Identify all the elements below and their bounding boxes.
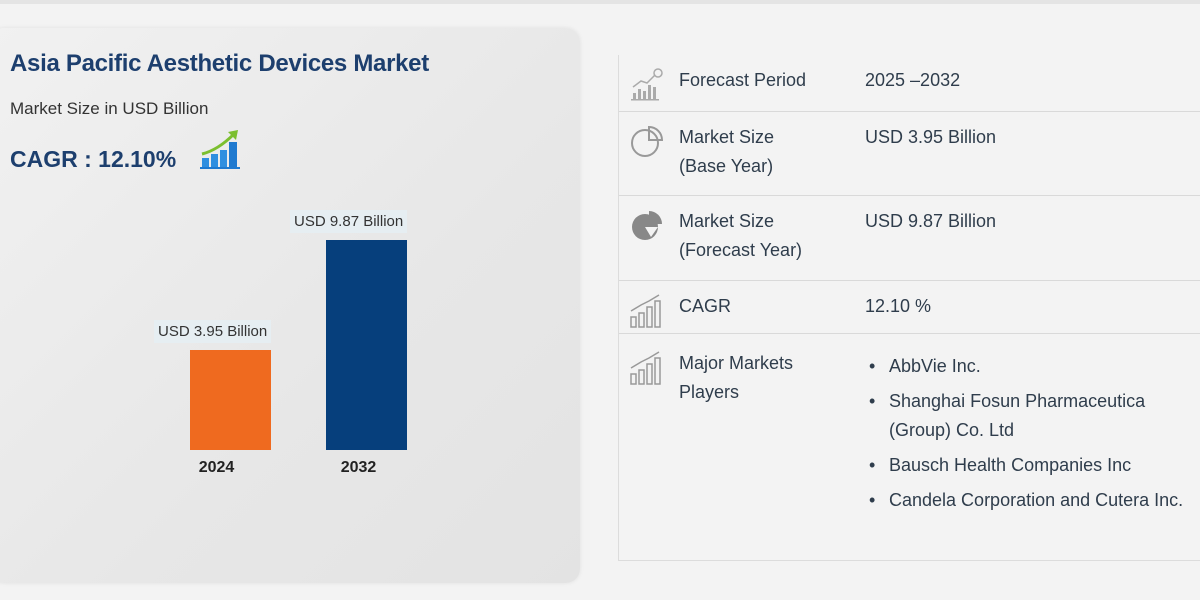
x-tick-2032: 2032 <box>340 459 377 476</box>
row-label-line2: (Base Year) <box>679 156 774 176</box>
bar-growth-icon <box>630 351 661 385</box>
bar-2024 <box>190 350 271 450</box>
row-label: Forecast Period <box>679 70 807 90</box>
market-summary-table: Forecast Period 2025 –2032 Market Size (… <box>618 55 1200 561</box>
chart-card <box>0 28 580 583</box>
row-cagr: CAGR 12.10 % <box>619 281 1200 334</box>
row-value: 12.10 % <box>865 296 932 316</box>
bar-growth-icon <box>630 294 661 328</box>
bar-2032 <box>326 240 407 450</box>
row-label-line1: Market Size <box>679 127 775 147</box>
row-label-line1: Major Markets <box>679 353 794 373</box>
row-value: 2025 –2032 <box>865 70 961 90</box>
growth-bar-chart-icon <box>200 130 240 169</box>
players-list: AbbVie Inc. Shanghai Fosun Pharmaceutica… <box>869 352 1199 521</box>
data-label-2032: USD 9.87 Billion <box>290 210 408 233</box>
page-title: Asia Pacific Aesthetic Devices Market <box>10 50 429 77</box>
row-major-players: Major Markets Players <box>619 334 1200 561</box>
row-label-line2: (Forecast Year) <box>679 240 803 260</box>
x-tick-2024: 2024 <box>198 459 235 476</box>
row-label: CAGR <box>679 296 732 316</box>
chart-subtitle: Market Size in USD Billion <box>10 99 209 118</box>
row-value: USD 3.95 Billion <box>865 127 997 147</box>
pie-filled-icon <box>632 211 662 240</box>
player-item: Candela Corporation and Cutera Inc. <box>869 486 1199 515</box>
row-market-size-forecast: Market Size (Forecast Year) USD 9.87 Bil… <box>619 196 1200 281</box>
row-value: USD 9.87 Billion <box>865 211 997 231</box>
row-label-line2: Players <box>679 382 740 402</box>
data-label-2024: USD 3.95 Billion <box>154 320 272 343</box>
pie-outline-icon <box>631 125 664 157</box>
row-market-size-base: Market Size (Base Year) USD 3.95 Billion <box>619 112 1200 196</box>
player-item: AbbVie Inc. <box>869 352 1199 381</box>
cagr-headline: CAGR : 12.10% <box>10 146 177 172</box>
forecast-chart-icon <box>631 68 663 101</box>
row-forecast-period: Forecast Period 2025 –2032 <box>619 55 1200 112</box>
top-divider <box>0 0 1200 4</box>
player-item: Bausch Health Companies Inc <box>869 451 1199 480</box>
player-item: Shanghai Fosun Pharmaceutica (Group) Co.… <box>869 387 1199 445</box>
row-label-line1: Market Size <box>679 211 775 231</box>
